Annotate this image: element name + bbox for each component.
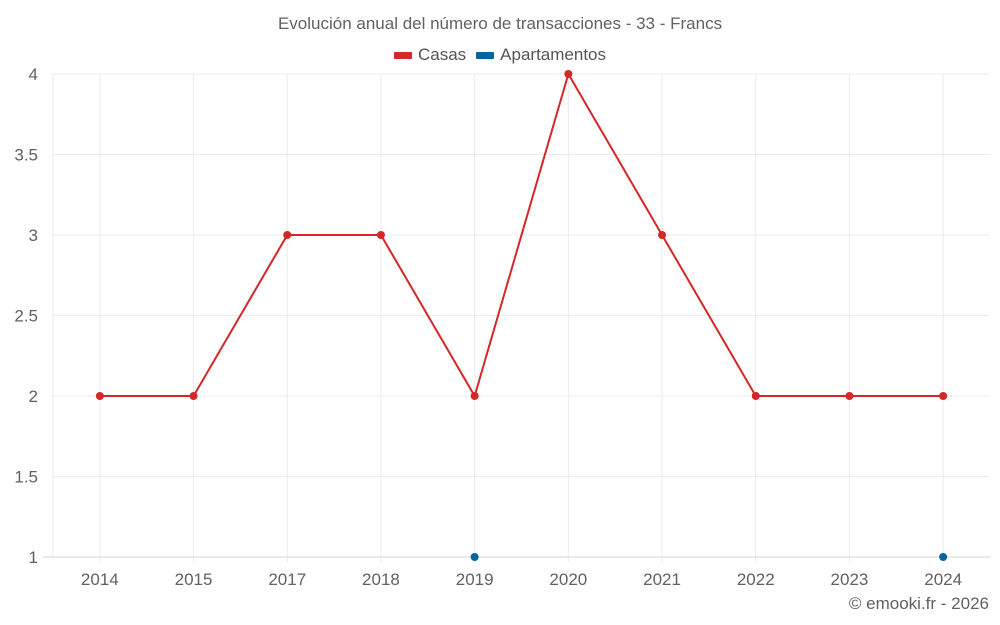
legend-item-casas[interactable]: Casas <box>393 45 467 65</box>
legend-label: Casas <box>417 45 467 64</box>
data-point-apartamentos <box>470 553 479 561</box>
data-point-casas <box>939 392 948 400</box>
y-tick-label: 3 <box>29 226 38 245</box>
credit-text: © emooki.fr - 2026 <box>848 594 989 613</box>
legend-item-apartamentos[interactable]: Apartamentos <box>476 45 606 65</box>
legend-label: Apartamentos <box>500 45 607 64</box>
x-tick-label: 2022 <box>737 570 775 589</box>
data-point-casas <box>376 231 385 239</box>
y-tick-label: 2.5 <box>14 307 38 326</box>
y-tick-label: 2 <box>29 387 38 406</box>
data-point-casas <box>95 392 104 400</box>
y-tick-label: 1 <box>29 548 38 567</box>
y-tick-label: 4 <box>29 65 38 84</box>
data-point-casas <box>751 392 760 400</box>
x-tick-label: 2014 <box>81 570 119 589</box>
legend: Casas Apartamentos <box>0 45 1000 65</box>
data-point-casas <box>564 70 573 78</box>
x-tick-label: 2020 <box>549 570 587 589</box>
x-tick-label: 2021 <box>643 570 681 589</box>
chart-title: Evolución anual del número de transaccio… <box>277 14 723 33</box>
data-point-casas <box>283 231 292 239</box>
data-point-casas <box>189 392 198 400</box>
apartamentos-swatch-icon <box>476 51 495 59</box>
data-point-apartamentos <box>939 553 948 561</box>
x-tick-label: 2023 <box>831 570 869 589</box>
y-tick-label: 3.5 <box>14 146 38 165</box>
data-point-casas <box>658 231 667 239</box>
x-tick-label: 2017 <box>268 570 306 589</box>
data-point-casas <box>845 392 854 400</box>
x-tick-label: 2015 <box>175 570 213 589</box>
y-tick-label: 1.5 <box>14 468 38 487</box>
x-tick-label: 2019 <box>456 570 494 589</box>
data-point-casas <box>470 392 479 400</box>
series-line-casas <box>99 73 944 397</box>
x-tick-label: 2024 <box>924 570 962 589</box>
casas-swatch-icon <box>393 51 412 59</box>
x-tick-label: 2018 <box>362 570 400 589</box>
